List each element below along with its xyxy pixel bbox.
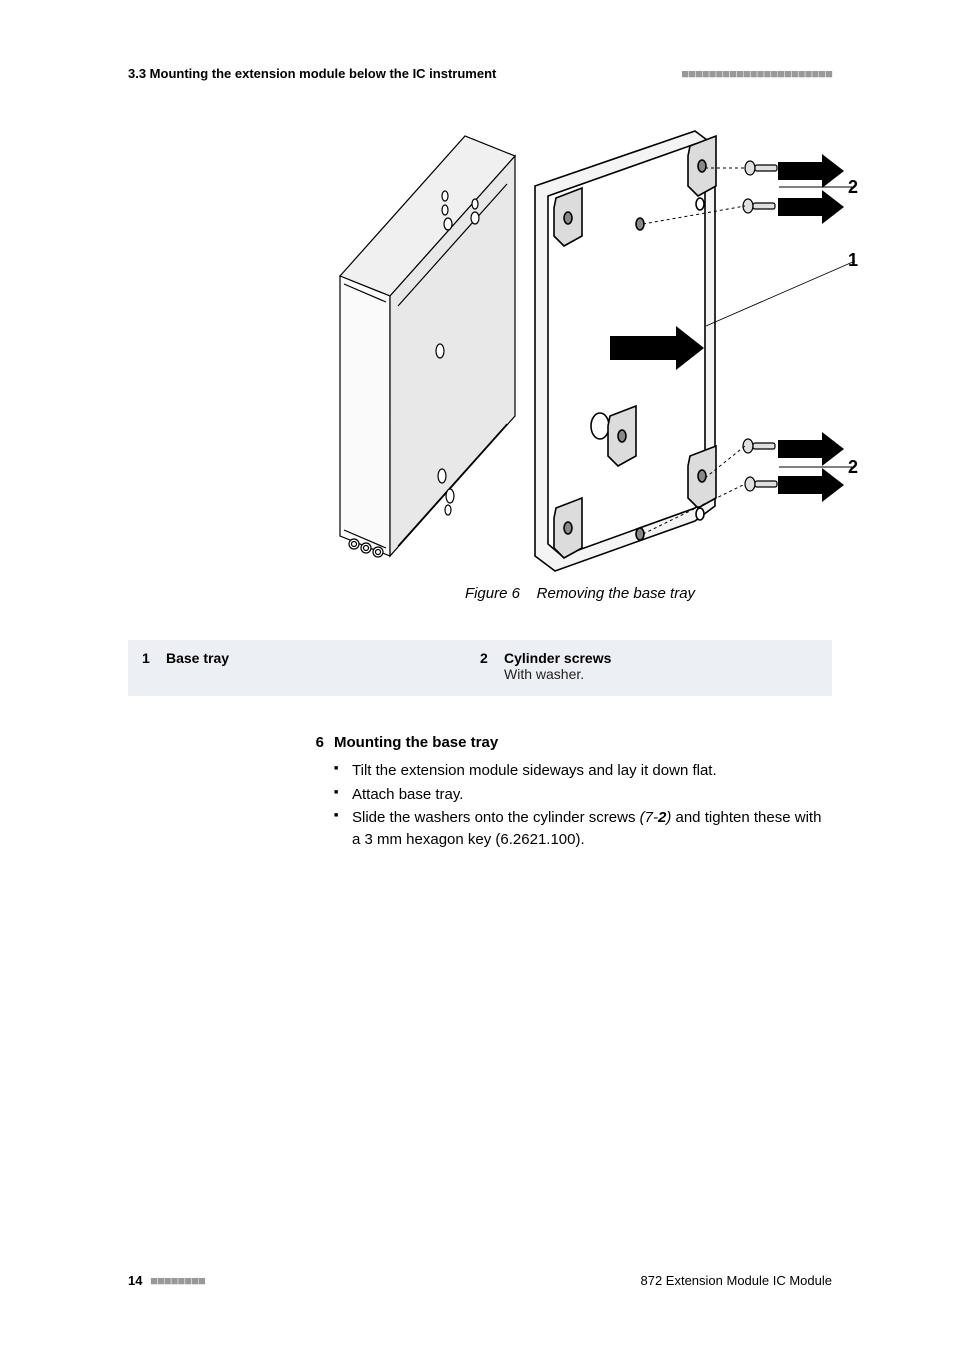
page-footer: 14 ■■■■■■■■ 872 Extension Module IC Modu… xyxy=(128,1273,832,1288)
callout-2-bottom: 2 xyxy=(848,457,858,477)
legend-sub-2: With washer. xyxy=(504,666,818,682)
figure-6: 2 1 2 Figure 6 Removing the base tray xyxy=(300,126,860,614)
step-bullet-3: Slide the washers onto the cylinder scre… xyxy=(334,807,832,851)
callout-2-top: 2 xyxy=(848,177,858,197)
legend-title-2: Cylinder screws xyxy=(504,650,818,666)
step-number: 6 xyxy=(300,732,334,754)
page-number: 14 xyxy=(128,1273,142,1288)
figure-caption-text: Removing the base tray xyxy=(537,585,695,602)
step-bullet-list: Tilt the extension module sideways and l… xyxy=(300,760,832,851)
footer-ornament: ■■■■■■■■ xyxy=(150,1273,205,1288)
legend-item-1: 1 Base tray xyxy=(142,650,480,682)
legend-item-2: 2 Cylinder screws With washer. xyxy=(480,650,818,682)
page-header: 3.3 Mounting the extension module below … xyxy=(128,66,832,81)
legend-num-2: 2 xyxy=(480,650,504,682)
footer-doc-title: 872 Extension Module IC Module xyxy=(640,1273,832,1288)
figure-caption: Figure 6 Removing the base tray xyxy=(300,585,860,602)
callout-1: 1 xyxy=(848,250,858,270)
legend-title-1: Base tray xyxy=(166,650,480,666)
step-6: 6 Mounting the base tray Tilt the extens… xyxy=(300,732,832,853)
section-title: 3.3 Mounting the extension module below … xyxy=(128,66,496,81)
step-bullet-2: Attach base tray. xyxy=(334,784,832,806)
step-title: Mounting the base tray xyxy=(334,732,498,754)
step-bullet-1: Tilt the extension module sideways and l… xyxy=(334,760,832,782)
base-tray-diagram: 2 1 2 xyxy=(300,126,860,578)
header-ornament: ■■■■■■■■■■■■■■■■■■■■■■ xyxy=(681,66,832,81)
figure-legend: 1 Base tray 2 Cylinder screws With washe… xyxy=(128,640,832,696)
figure-caption-prefix: Figure 6 xyxy=(465,585,520,602)
footer-left: 14 ■■■■■■■■ xyxy=(128,1273,205,1288)
legend-num-1: 1 xyxy=(142,650,166,682)
